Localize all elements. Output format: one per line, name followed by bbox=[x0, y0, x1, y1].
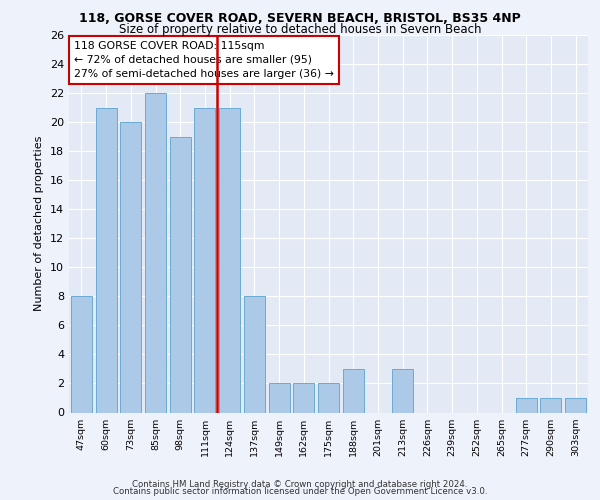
Bar bbox=[541, 398, 562, 412]
Bar bbox=[120, 122, 141, 412]
Bar bbox=[293, 384, 314, 412]
Bar bbox=[95, 108, 116, 412]
Bar bbox=[170, 136, 191, 412]
Text: Contains HM Land Registry data © Crown copyright and database right 2024.: Contains HM Land Registry data © Crown c… bbox=[132, 480, 468, 489]
Bar bbox=[392, 369, 413, 412]
Bar bbox=[145, 93, 166, 412]
Text: Size of property relative to detached houses in Severn Beach: Size of property relative to detached ho… bbox=[119, 22, 481, 36]
Text: 118, GORSE COVER ROAD, SEVERN BEACH, BRISTOL, BS35 4NP: 118, GORSE COVER ROAD, SEVERN BEACH, BRI… bbox=[79, 12, 521, 26]
Bar bbox=[343, 369, 364, 412]
Text: 118 GORSE COVER ROAD: 115sqm
← 72% of detached houses are smaller (95)
27% of se: 118 GORSE COVER ROAD: 115sqm ← 72% of de… bbox=[74, 40, 334, 78]
Y-axis label: Number of detached properties: Number of detached properties bbox=[34, 136, 44, 312]
Bar bbox=[516, 398, 537, 412]
Bar bbox=[71, 296, 92, 412]
Bar bbox=[219, 108, 240, 412]
Bar bbox=[269, 384, 290, 412]
Bar bbox=[318, 384, 339, 412]
Bar bbox=[244, 296, 265, 412]
Bar bbox=[194, 108, 215, 412]
Bar bbox=[565, 398, 586, 412]
Text: Contains public sector information licensed under the Open Government Licence v3: Contains public sector information licen… bbox=[113, 487, 487, 496]
